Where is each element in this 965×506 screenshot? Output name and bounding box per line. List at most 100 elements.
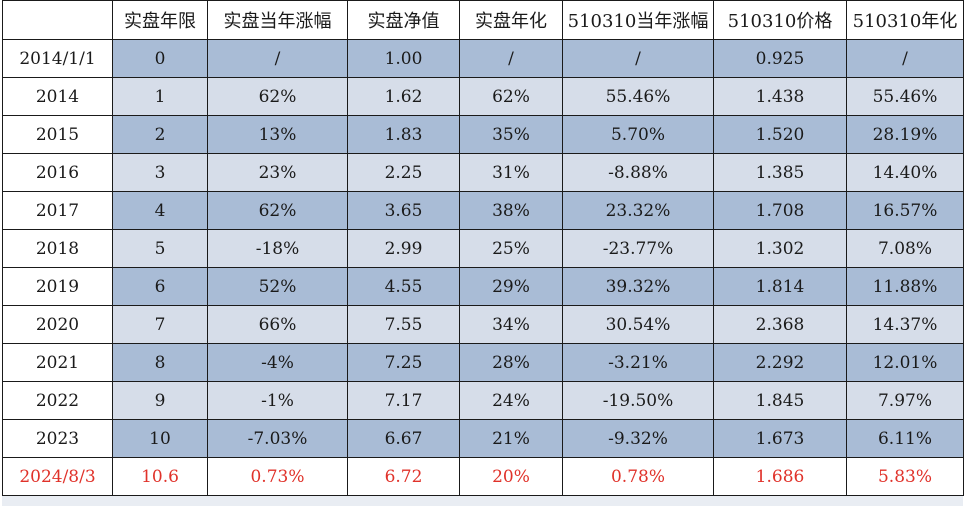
cell-annualized: 62% bbox=[459, 77, 563, 116]
cell-index-annual-gain: 5.70% bbox=[562, 115, 714, 154]
cell-annual-gain: -4% bbox=[207, 343, 348, 382]
cell-annual-gain: -7.03% bbox=[207, 419, 348, 458]
cell-annualized: 35% bbox=[459, 115, 563, 154]
cell-years: 3 bbox=[112, 153, 208, 192]
cell-years: 9 bbox=[112, 381, 208, 420]
cell-annual-gain: / bbox=[207, 39, 348, 78]
table-row: 2020 7 66% 7.55 34% 30.54% 2.368 14.37% bbox=[2, 305, 964, 344]
cell-annualized: 34% bbox=[459, 305, 563, 344]
cell-annualized: 24% bbox=[459, 381, 563, 420]
cell-nav: 7.17 bbox=[347, 381, 460, 420]
cell-nav: 1.83 bbox=[347, 115, 460, 154]
cell-date: 2016 bbox=[2, 153, 113, 192]
cell-date: 2023 bbox=[2, 419, 113, 458]
cell-years: 10 bbox=[112, 419, 208, 458]
header-years: 实盘年限 bbox=[112, 0, 208, 40]
cell-annual-gain: 52% bbox=[207, 267, 348, 306]
header-index-price: 510310价格 bbox=[713, 0, 847, 40]
cell-years: 0 bbox=[112, 39, 208, 78]
cell-date: 2024/8/3 bbox=[2, 457, 113, 496]
cell-index-price: 1.708 bbox=[713, 191, 847, 230]
cell-index-annualized: 11.88% bbox=[846, 267, 964, 306]
cell-years: 5 bbox=[112, 229, 208, 268]
cell-annual-gain: 0.73% bbox=[207, 457, 348, 496]
cell-nav: 6.67 bbox=[347, 419, 460, 458]
cell-annual-gain: 62% bbox=[207, 77, 348, 116]
table-row: 2018 5 -18% 2.99 25% -23.77% 1.302 7.08% bbox=[2, 229, 964, 268]
cell-annualized: 38% bbox=[459, 191, 563, 230]
cell-index-price: 0.925 bbox=[713, 39, 847, 78]
header-annual-gain: 实盘当年涨幅 bbox=[207, 0, 348, 40]
table-row: 2017 4 62% 3.65 38% 23.32% 1.708 16.57% bbox=[2, 191, 964, 230]
cell-index-annualized: / bbox=[846, 39, 964, 78]
cell-years: 10.6 bbox=[112, 457, 208, 496]
cell-annual-gain: -1% bbox=[207, 381, 348, 420]
header-index-annualized: 510310年化 bbox=[846, 0, 964, 40]
cell-years: 1 bbox=[112, 77, 208, 116]
cell-annualized: 29% bbox=[459, 267, 563, 306]
cell-index-price: 1.438 bbox=[713, 77, 847, 116]
cell-annual-gain: 13% bbox=[207, 115, 348, 154]
cell-date: 2019 bbox=[2, 267, 113, 306]
cell-nav: 2.25 bbox=[347, 153, 460, 192]
header-index-annual-gain: 510310当年涨幅 bbox=[562, 0, 714, 40]
cell-date: 2014 bbox=[2, 77, 113, 116]
table-row: 2021 8 -4% 7.25 28% -3.21% 2.292 12.01% bbox=[2, 343, 964, 382]
cell-index-price: 2.292 bbox=[713, 343, 847, 382]
cell-index-annual-gain: 23.32% bbox=[562, 191, 714, 230]
cell-date: 2017 bbox=[2, 191, 113, 230]
cell-index-annual-gain: 0.78% bbox=[562, 457, 714, 496]
cell-index-annual-gain: 39.32% bbox=[562, 267, 714, 306]
cell-index-annualized: 5.83% bbox=[846, 457, 964, 496]
cell-index-annual-gain: 30.54% bbox=[562, 305, 714, 344]
cell-index-annualized: 7.08% bbox=[846, 229, 964, 268]
cell-nav: 1.00 bbox=[347, 39, 460, 78]
cell-index-annualized: 55.46% bbox=[846, 77, 964, 116]
cell-index-annual-gain: / bbox=[562, 39, 714, 78]
cell-years: 7 bbox=[112, 305, 208, 344]
cell-index-price: 1.302 bbox=[713, 229, 847, 268]
cell-annualized: 20% bbox=[459, 457, 563, 496]
cell-index-annual-gain: -3.21% bbox=[562, 343, 714, 382]
header-date bbox=[2, 0, 113, 40]
cell-index-annual-gain: -19.50% bbox=[562, 381, 714, 420]
cell-date: 2020 bbox=[2, 305, 113, 344]
cell-index-price: 1.673 bbox=[713, 419, 847, 458]
cell-annualized: 25% bbox=[459, 229, 563, 268]
cell-nav: 7.55 bbox=[347, 305, 460, 344]
cell-date: 2018 bbox=[2, 229, 113, 268]
header-annualized: 实盘年化 bbox=[459, 0, 563, 40]
cell-annual-gain: 23% bbox=[207, 153, 348, 192]
cell-date: 2014/1/1 bbox=[2, 39, 113, 78]
cell-index-annualized: 16.57% bbox=[846, 191, 964, 230]
cell-annual-gain: -18% bbox=[207, 229, 348, 268]
cell-years: 4 bbox=[112, 191, 208, 230]
cell-index-price: 1.814 bbox=[713, 267, 847, 306]
cell-index-annual-gain: -9.32% bbox=[562, 419, 714, 458]
cell-annualized: / bbox=[459, 39, 563, 78]
cell-index-annual-gain: 55.46% bbox=[562, 77, 714, 116]
header-nav: 实盘净值 bbox=[347, 0, 460, 40]
bottom-strip bbox=[2, 496, 963, 506]
cell-nav: 1.62 bbox=[347, 77, 460, 116]
cell-index-annualized: 6.11% bbox=[846, 419, 964, 458]
cell-index-annualized: 14.40% bbox=[846, 153, 964, 192]
performance-table: 实盘年限 实盘当年涨幅 实盘净值 实盘年化 510310当年涨幅 510310价… bbox=[2, 0, 964, 496]
cell-annual-gain: 62% bbox=[207, 191, 348, 230]
cell-years: 8 bbox=[112, 343, 208, 382]
cell-index-annualized: 28.19% bbox=[846, 115, 964, 154]
table-row: 2022 9 -1% 7.17 24% -19.50% 1.845 7.97% bbox=[2, 381, 964, 420]
table-row: 2016 3 23% 2.25 31% -8.88% 1.385 14.40% bbox=[2, 153, 964, 192]
cell-nav: 6.72 bbox=[347, 457, 460, 496]
cell-annual-gain: 66% bbox=[207, 305, 348, 344]
cell-index-price: 2.368 bbox=[713, 305, 847, 344]
table-row: 2019 6 52% 4.55 29% 39.32% 1.814 11.88% bbox=[2, 267, 964, 306]
table-row: 2023 10 -7.03% 6.67 21% -9.32% 1.673 6.1… bbox=[2, 419, 964, 458]
cell-date: 2015 bbox=[2, 115, 113, 154]
cell-years: 6 bbox=[112, 267, 208, 306]
table-row: 2014 1 62% 1.62 62% 55.46% 1.438 55.46% bbox=[2, 77, 964, 116]
cell-index-annualized: 14.37% bbox=[846, 305, 964, 344]
table-header-row: 实盘年限 实盘当年涨幅 实盘净值 实盘年化 510310当年涨幅 510310价… bbox=[2, 0, 964, 40]
cell-index-price: 1.385 bbox=[713, 153, 847, 192]
